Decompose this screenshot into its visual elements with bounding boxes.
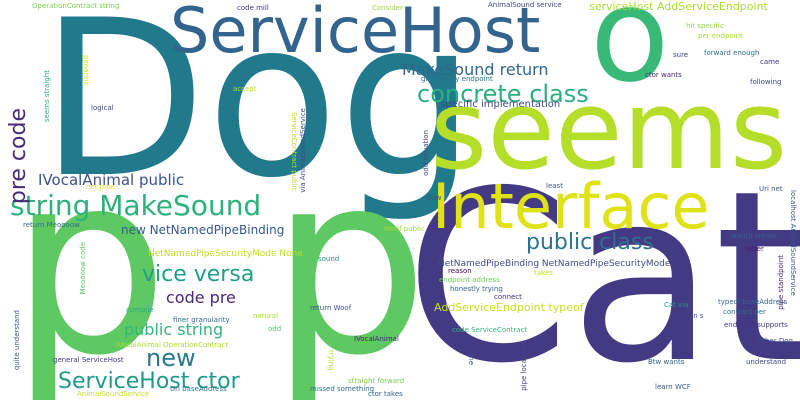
- word-string-makesound: string MakeSound: [10, 189, 262, 222]
- word-sound: sound: [318, 255, 340, 263]
- word-seems: seems: [430, 66, 788, 194]
- word-cat: Cat: [405, 140, 800, 400]
- word-learn-wcf: learn WCF: [655, 383, 691, 391]
- word-finer-granularity: finer granularity: [173, 316, 230, 324]
- word-netnamedpipesecuritymode-none: NetNamedPipeSecurityMode None: [148, 249, 303, 259]
- word-hit-specific: hit specific: [686, 22, 724, 30]
- word-consider: Consider: [372, 4, 403, 12]
- word-odd-situation: odd situation: [422, 130, 430, 176]
- word-pipe-standpoint: pipe standpoint: [777, 255, 785, 310]
- word-understand: understand: [746, 358, 787, 366]
- word-following: following: [750, 78, 782, 86]
- word-cat-via: Cat via: [664, 301, 689, 309]
- word-least: least: [546, 182, 563, 190]
- word-endpoint-supports: endpoint supports: [724, 321, 788, 329]
- word-servicehost-ctor: ServiceHost ctor: [58, 369, 240, 394]
- word-woof-public: Woof public: [384, 225, 425, 233]
- word-ivocalanimal: IVocalAnimal: [354, 335, 399, 343]
- word-localhost-animalsoundservice: localhost AnimalSoundService: [789, 190, 797, 296]
- word-return-meoooow: return Meoooow: [23, 221, 80, 229]
- word-odd: odd: [268, 325, 282, 333]
- word-now: now: [427, 194, 442, 202]
- word-specific-implementation: specific implementation: [440, 99, 561, 110]
- word-ivocalanimal-public: IVocalAnimal public: [38, 171, 185, 189]
- word-uri-baseaddress: Uri baseAddress: [170, 385, 227, 393]
- word-accept: accept: [233, 85, 257, 93]
- word-forward-enough: forward enough: [704, 49, 760, 57]
- word-makesound-return: MakeSound return: [402, 60, 549, 79]
- word-per-endpoint: per endpoint: [698, 32, 743, 40]
- word-logical: logical: [91, 104, 114, 112]
- word-reason: reason: [448, 267, 472, 275]
- word-servicecontract-public: ServiceContract public: [290, 112, 298, 192]
- word-natural: natural: [253, 312, 279, 320]
- word-code-pre: code pre: [166, 288, 236, 307]
- word-meoooow-code: Meoooow code: [79, 242, 87, 295]
- word-connect: connect: [494, 293, 522, 301]
- word-new: new: [146, 344, 196, 372]
- word-return-woof: return Woof: [310, 304, 352, 312]
- word-ctor-takes: ctor takes: [368, 390, 403, 398]
- word-either-dog: either Dog: [756, 337, 793, 345]
- word-code-mill: code mill: [237, 4, 269, 12]
- word-general-servicehost: general ServiceHost: [53, 356, 124, 364]
- word-trying: trying: [327, 350, 335, 371]
- word-wanto-create: wanto create: [731, 232, 777, 240]
- word-operationcontract-string: OperationContract string: [32, 2, 120, 10]
- word-public-class: public class: [526, 230, 654, 255]
- word-pipe-localhost: pipe localhost: [520, 342, 528, 391]
- word-btw-wants: Btw wants: [648, 358, 685, 366]
- word-contract-per: contract per: [723, 308, 766, 316]
- word-came: came: [760, 58, 780, 66]
- word-p-left: p: [10, 119, 169, 400]
- word-quite-understand: quite understand: [13, 310, 21, 371]
- word-ctor-wants: ctor wants: [645, 71, 682, 79]
- word-net-pipe: net pipe: [86, 183, 115, 191]
- word-granularity-endpoint: granularity endpoint: [421, 75, 493, 83]
- word-endpoint-address: endpoint address: [439, 276, 500, 284]
- word-pre-code: pre code: [6, 108, 31, 205]
- word-seems-straight: seems straight: [43, 70, 51, 123]
- word-o: o: [590, 0, 670, 111]
- word-code-servicecontract: code ServiceContract: [452, 326, 528, 334]
- word-straight-forward: straight forward: [348, 377, 405, 385]
- word-concrete-class: concrete class: [417, 80, 589, 108]
- word-servicehost: ServiceHost: [170, 0, 541, 67]
- word-new-netnamedpipebinding: new NetNamedPipeBinding: [121, 223, 285, 237]
- word-netnamedpipebinding-securitymode: NetNamedPipeBinding NetNamedPipeSecurity…: [438, 259, 671, 269]
- word-typeof-baseaddress: typeof baseAddress: [718, 298, 788, 306]
- word-takes: takes: [534, 269, 553, 277]
- word-compile: compile: [126, 306, 154, 314]
- word-p-center: p: [270, 119, 429, 400]
- word-honestly-trying: honestly trying: [450, 285, 503, 293]
- word-animalsoundservice: AnimalSoundService: [77, 390, 150, 398]
- word-servicehost-addserviceendpoint: serviceHost AddServiceEndpoint: [589, 0, 768, 13]
- word-interface: Interface: [432, 170, 710, 243]
- word-one: one: [467, 352, 475, 366]
- word-vice-versa: vice versa: [142, 262, 255, 287]
- word-ivocalanimal-operationcontract: IVocalAnimal OperationContract: [116, 341, 229, 349]
- word-pedantic: pedantic: [82, 55, 90, 86]
- word-reason-s: reason s: [674, 312, 704, 320]
- word-via-animalsoundservice: via AnimalSoundService: [299, 108, 307, 193]
- word-public-string: public string: [124, 320, 224, 339]
- word-dog: Dog: [40, 0, 476, 225]
- word-addserviceendpoint-typeof: AddServiceEndpoint typeof: [434, 301, 584, 314]
- word-sure: sure: [673, 51, 689, 59]
- word-animalsound-service: AnimalSound service: [488, 1, 562, 9]
- word-uri-net: Uri net: [759, 185, 783, 193]
- word-missed-something: missed something: [310, 385, 375, 393]
- word-latter: latter: [745, 245, 764, 253]
